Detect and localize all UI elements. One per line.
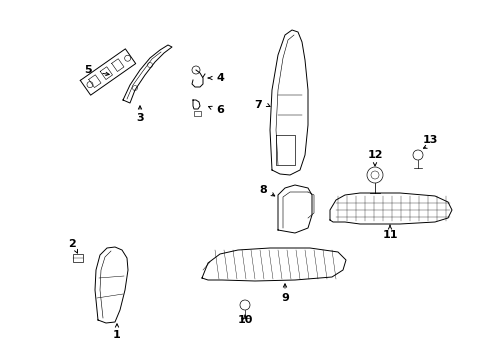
Text: 2: 2 [68,239,76,249]
Bar [73,254,83,262]
Text: 7: 7 [254,100,262,110]
Polygon shape [278,185,311,233]
Polygon shape [202,248,346,281]
Text: 5: 5 [84,65,92,75]
Text: 6: 6 [216,105,224,115]
Text: 12: 12 [366,150,382,160]
Bar [194,111,201,116]
Polygon shape [95,247,128,323]
Text: 1: 1 [113,330,121,340]
Polygon shape [269,30,307,175]
Text: 3: 3 [136,113,143,123]
Text: 11: 11 [382,230,397,240]
Text: 4: 4 [216,73,224,83]
Text: 13: 13 [422,135,437,145]
Polygon shape [123,45,172,103]
Text: 10: 10 [237,315,252,325]
Text: 9: 9 [281,293,288,303]
Text: 8: 8 [259,185,266,195]
Polygon shape [329,193,451,224]
